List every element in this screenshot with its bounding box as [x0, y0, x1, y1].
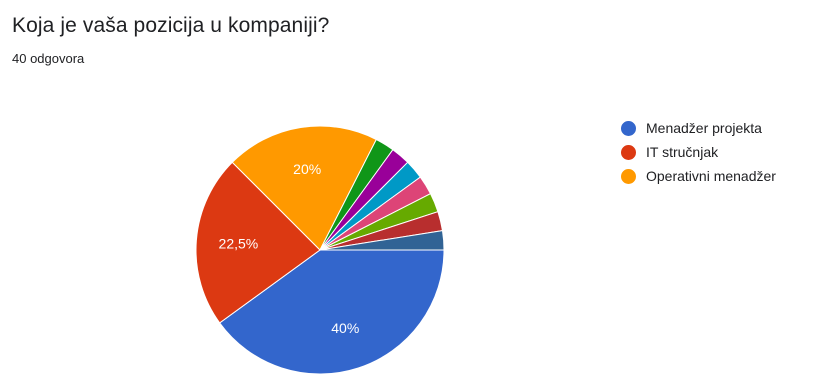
legend-item[interactable]: Menadžer projekta — [621, 116, 776, 140]
legend-swatch — [621, 120, 636, 136]
chart-legend: Menadžer projekta IT stručnjak Operativni … — [621, 116, 776, 188]
legend-swatch — [621, 168, 636, 184]
legend-label: IT stručnjak — [646, 144, 719, 160]
pie-slice-label-2: 20% — [293, 161, 321, 177]
legend-item[interactable]: IT stručnjak — [621, 140, 776, 164]
pie-slice-label-0: 40% — [331, 320, 359, 336]
pie-slice-2[interactable] — [231, 125, 377, 251]
question-title: Koja je vaša pozicija u kompaniji? — [12, 14, 330, 37]
response-count: 40 odgovora — [12, 51, 85, 66]
pie-slice-1[interactable] — [195, 161, 321, 324]
legend-label: Operativni menadžer — [646, 168, 776, 184]
pie-slice-9[interactable] — [319, 230, 445, 251]
legend-label: Menadžer projekta — [646, 120, 762, 136]
pie-slice-label-1: 22,5% — [219, 236, 259, 252]
pie-slice-0[interactable] — [218, 249, 445, 375]
legend-swatch — [621, 144, 636, 160]
legend-item[interactable]: Operativni menadžer — [621, 164, 776, 188]
